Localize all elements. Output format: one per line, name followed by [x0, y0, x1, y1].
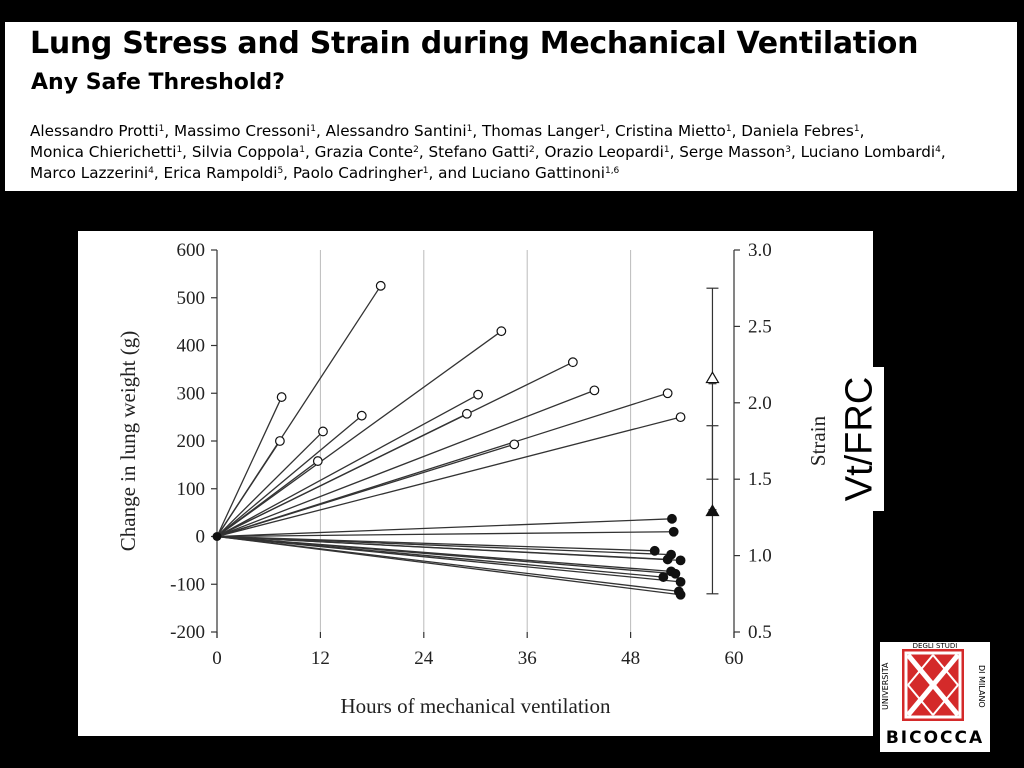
y-tick-label: 100: [177, 479, 206, 500]
series-line: [216, 394, 479, 538]
series-line: [216, 535, 668, 561]
x-tick-label: 48: [621, 648, 640, 669]
chart-panel: -200 -100 0 100 200 300 400 500 600 0.5 1.0 1.5 2.0 2…: [78, 231, 873, 736]
y-tick-label: 300: [177, 383, 206, 404]
strain-marker-filled: [705, 504, 720, 517]
author: Marco Lazzerini4: [30, 164, 154, 182]
logo-wordmark: BICOCCA: [885, 728, 985, 748]
strain-marker-open: [705, 371, 720, 384]
author: Alessandro Protti1: [30, 122, 165, 140]
x-tick-label: 24: [414, 648, 434, 669]
logo-emblem-icon: [902, 649, 964, 721]
data-point-filled: [658, 572, 669, 582]
data-point-open: [318, 426, 328, 437]
series-line: [216, 392, 668, 538]
data-point-filled: [667, 513, 677, 524]
x-axis-title: Hours of mechanical ventilation: [341, 694, 611, 718]
logo-arc-right: DI MILANO: [977, 664, 986, 708]
lung-weight-chart: -200-10001002003004005006000.51.01.52.02…: [116, 240, 830, 718]
origin-point: [212, 532, 222, 541]
author: Serge Masson3: [679, 143, 791, 161]
data-point-filled: [675, 589, 686, 600]
data-point-open: [276, 392, 287, 402]
x-tick-label: 12: [311, 648, 330, 669]
data-point-open: [496, 326, 507, 337]
author: Erica Rampoldi5: [163, 164, 284, 182]
data-point-open: [375, 280, 386, 291]
series-line: [216, 535, 676, 575]
logo-arc-top: DEGLI STUDI: [912, 642, 958, 650]
data-point-open: [356, 410, 367, 421]
data-point-open: [567, 357, 578, 368]
data-point-open: [675, 412, 686, 423]
x-tick-label: 0: [212, 648, 222, 669]
bicocca-logo: UNIVERSITÀ DEGLI STUDI DI MILANO BICOCCA: [880, 642, 990, 752]
data-point-open: [312, 456, 323, 466]
data-point-filled: [662, 554, 673, 565]
paper-header: Lung Stress and Strain during Mechanical…: [5, 22, 1017, 191]
y-tick-label: -100: [170, 574, 205, 595]
author: Stefano Gatti2: [428, 143, 535, 161]
author: Cristina Mietto1: [615, 122, 732, 140]
y2-tick-label: 2.0: [748, 393, 772, 414]
y2-tick-label: 0.5: [748, 622, 772, 643]
author: Orazio Leopardi1: [544, 143, 670, 161]
y2-tick-label: 1.0: [748, 546, 772, 567]
y2-tick-label: 3.0: [748, 240, 772, 261]
series-line: [216, 535, 672, 556]
author: Silvia Coppola1: [191, 143, 305, 161]
data-point-open: [662, 388, 673, 399]
vt-frc-label: Vt/FRC: [838, 376, 881, 502]
paper-title: Lung Stress and Strain during Mechanical…: [30, 26, 919, 61]
author: Thomas Langer1: [481, 122, 606, 140]
y-axis-title: Change in lung weight (g): [116, 331, 140, 551]
x-tick-label: 36: [518, 648, 537, 669]
author-list: Alessandro Protti1, Massimo Cressoni1, A…: [30, 122, 946, 182]
paper-subtitle: Any Safe Threshold?: [31, 70, 285, 95]
series-line: [216, 518, 672, 538]
series-line: [216, 531, 674, 538]
data-point-open: [461, 408, 472, 419]
author: Alessandro Santini1: [325, 122, 473, 140]
series-line: [216, 330, 502, 538]
x-tick-label: 60: [725, 648, 744, 669]
y2-tick-label: 1.5: [748, 469, 772, 490]
author: Luciano Gattinoni1,6: [471, 164, 620, 182]
series-line: [216, 389, 595, 538]
data-point-filled: [668, 526, 679, 537]
y-tick-label: 500: [177, 288, 206, 309]
data-point-open: [473, 389, 483, 400]
logo-arc-left: UNIVERSITÀ: [881, 662, 890, 710]
author: Daniela Febres1: [741, 122, 860, 140]
author: Massimo Cressoni1: [174, 122, 316, 140]
y-tick-label: 200: [177, 431, 206, 452]
y-tick-label: 400: [177, 336, 206, 357]
y-tick-label: 0: [196, 527, 206, 548]
author: Monica Chierichetti1: [30, 143, 183, 161]
data-point-filled: [649, 545, 660, 556]
data-point-filled: [675, 555, 686, 566]
data-point-open: [589, 385, 600, 396]
y2-axis-title: Strain: [806, 415, 830, 466]
y-tick-label: -200: [170, 622, 205, 643]
author: Grazia Conte2: [314, 143, 419, 161]
series-line: [216, 415, 363, 537]
series-line: [216, 361, 574, 538]
data-point-filled: [670, 568, 681, 579]
data-point-open: [509, 439, 520, 450]
vt-frc-annotation: Vt/FRC: [836, 367, 884, 511]
series-line: [216, 430, 324, 537]
author: Luciano Lombardi4: [800, 143, 941, 161]
y-tick-label: 600: [177, 240, 206, 261]
series-line: [216, 535, 681, 596]
data-point-filled: [675, 576, 686, 587]
author: Paolo Cadringher1: [292, 164, 429, 182]
y2-tick-label: 2.5: [748, 316, 772, 337]
data-point-open: [275, 436, 285, 446]
series-line: [216, 285, 382, 537]
series-line: [216, 396, 283, 537]
series-line: [216, 535, 681, 583]
series-line: [216, 416, 681, 538]
